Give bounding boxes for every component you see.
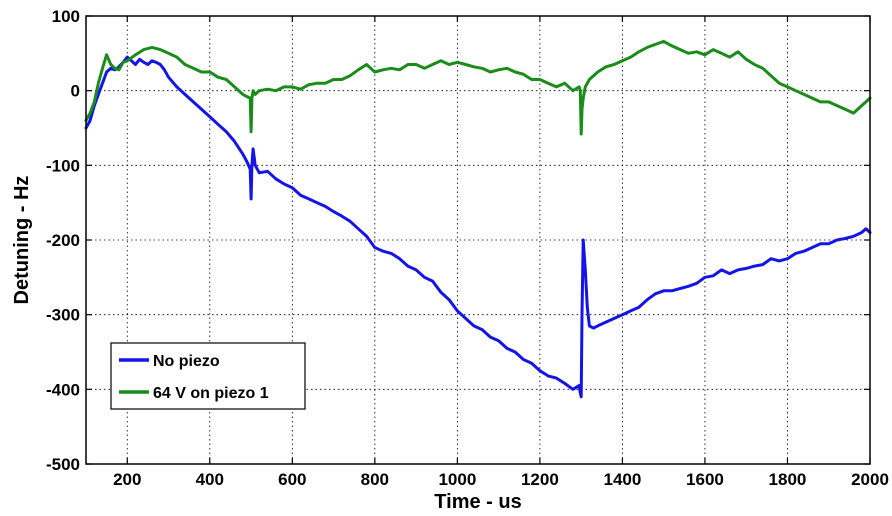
legend-box (110, 342, 306, 410)
y-tick-label: -400 (46, 380, 80, 399)
x-tick-label: 200 (113, 470, 141, 489)
x-tick-label: 1400 (604, 470, 642, 489)
legend-label-64v-piezo: 64 V on piezo 1 (153, 385, 269, 402)
x-tick-label: 1600 (686, 470, 724, 489)
legend-label-no-piezo: No piezo (153, 353, 220, 370)
x-axis-title: Time - us (434, 491, 521, 513)
y-axis-title: Detuning - Hz (11, 176, 33, 305)
y-tick-label: -500 (46, 455, 80, 474)
x-tick-label: 1200 (521, 470, 559, 489)
y-tick-label: -300 (46, 306, 80, 325)
legend: No piezo 64 V on piezo 1 (110, 342, 306, 410)
axis-ticks: 200 400 600 800 1000 1200 1400 1600 1800 20001000… (46, 7, 889, 489)
x-tick-label: 1800 (769, 470, 807, 489)
series-line-64v-piezo-1 (84, 39, 872, 136)
series-line-no-piezo (84, 55, 872, 399)
x-tick-label: 1000 (438, 470, 476, 489)
x-tick-label: 600 (278, 470, 306, 489)
y-tick-label: -100 (46, 156, 80, 175)
y-tick-label: -200 (46, 231, 80, 250)
y-tick-label: 100 (52, 7, 80, 26)
y-tick-label: 0 (71, 82, 80, 101)
series-lines (84, 39, 872, 399)
x-tick-label: 800 (361, 470, 389, 489)
x-tick-label: 2000 (851, 470, 889, 489)
x-tick-label: 400 (196, 470, 224, 489)
